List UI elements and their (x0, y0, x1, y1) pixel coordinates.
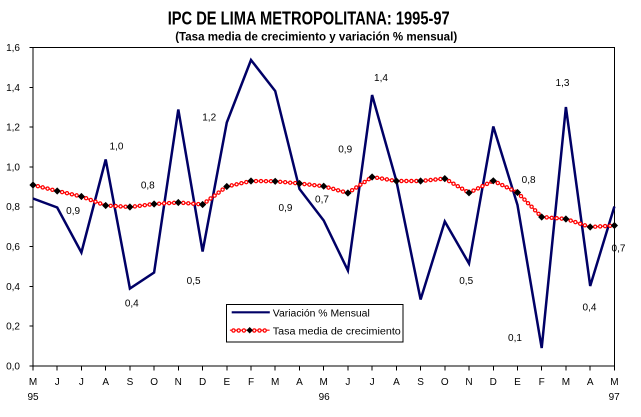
svg-text:J: J (345, 377, 350, 388)
svg-text:1,4: 1,4 (6, 83, 20, 94)
svg-text:O: O (150, 377, 158, 388)
svg-text:J: J (370, 377, 375, 388)
svg-text:96: 96 (319, 392, 331, 403)
svg-text:0,4: 0,4 (125, 299, 139, 310)
svg-text:0,5: 0,5 (187, 276, 201, 287)
svg-text:A: A (102, 377, 109, 388)
svg-text:0,8: 0,8 (141, 180, 155, 191)
svg-text:0,4: 0,4 (583, 303, 597, 314)
svg-text:0,7: 0,7 (612, 244, 626, 255)
svg-text:E: E (514, 377, 521, 388)
svg-text:M: M (562, 377, 570, 388)
svg-text:D: D (199, 377, 206, 388)
svg-text:1,2: 1,2 (202, 113, 216, 124)
svg-text:Tasa media de crecimiento: Tasa media de crecimiento (273, 327, 401, 338)
svg-text:0,5: 0,5 (459, 276, 473, 287)
svg-text:1,0: 1,0 (110, 142, 124, 153)
svg-text:0,9: 0,9 (66, 206, 80, 217)
svg-text:0,2: 0,2 (6, 322, 20, 333)
svg-text:0,9: 0,9 (279, 203, 293, 214)
svg-text:A: A (296, 377, 303, 388)
svg-text:0,6: 0,6 (6, 242, 20, 253)
svg-text:IPC DE LIMA METROPOLITANA: 199: IPC DE LIMA METROPOLITANA: 1995-97 (168, 8, 450, 28)
svg-text:0,7: 0,7 (315, 194, 329, 205)
svg-text:S: S (417, 377, 424, 388)
svg-text:0,8: 0,8 (522, 175, 536, 186)
svg-text:O: O (441, 377, 449, 388)
svg-text:1,6: 1,6 (6, 43, 20, 54)
svg-text:N: N (465, 377, 472, 388)
svg-text:F: F (248, 377, 254, 388)
svg-text:N: N (175, 377, 182, 388)
svg-text:1,3: 1,3 (556, 78, 570, 89)
svg-text:E: E (223, 377, 230, 388)
svg-text:M: M (610, 377, 618, 388)
svg-text:F: F (539, 377, 545, 388)
svg-text:D: D (490, 377, 497, 388)
svg-text:M: M (271, 377, 279, 388)
svg-text:S: S (127, 377, 134, 388)
svg-text:97: 97 (609, 392, 621, 403)
svg-text:0,9: 0,9 (338, 145, 352, 156)
svg-text:0,8: 0,8 (6, 202, 20, 213)
svg-text:0,4: 0,4 (6, 282, 20, 293)
svg-text:A: A (587, 377, 594, 388)
svg-text:M: M (320, 377, 328, 388)
svg-text:J: J (55, 377, 60, 388)
svg-text:95: 95 (27, 392, 39, 403)
svg-text:M: M (29, 377, 37, 388)
svg-text:Variación % Mensual: Variación % Mensual (273, 308, 370, 319)
svg-text:0,1: 0,1 (508, 333, 522, 344)
svg-text:0,0: 0,0 (6, 362, 20, 373)
svg-text:1,0: 1,0 (6, 162, 20, 173)
svg-text:J: J (79, 377, 84, 388)
svg-text:1,2: 1,2 (6, 123, 20, 134)
svg-text:1,4: 1,4 (374, 73, 388, 84)
svg-text:A: A (393, 377, 400, 388)
svg-text:(Tasa media de crecimiento y v: (Tasa media de crecimiento y variación %… (175, 29, 457, 43)
